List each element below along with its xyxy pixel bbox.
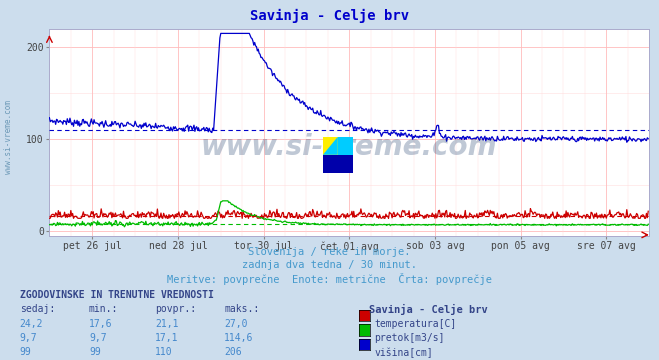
Bar (337, 137, 353, 155)
Text: 21,1: 21,1 (155, 319, 179, 329)
Text: Meritve: povprečne  Enote: metrične  Črta: povprečje: Meritve: povprečne Enote: metrične Črta:… (167, 273, 492, 285)
Text: www.si-vreme.com: www.si-vreme.com (201, 133, 498, 161)
Text: 27,0: 27,0 (224, 319, 248, 329)
Text: min.:: min.: (89, 304, 119, 314)
Text: 114,6: 114,6 (224, 333, 254, 343)
Text: maks.:: maks.: (224, 304, 259, 314)
Text: Savinja - Celje brv: Savinja - Celje brv (369, 304, 488, 315)
Text: 99: 99 (20, 347, 32, 357)
Bar (323, 155, 353, 173)
Text: 17,6: 17,6 (89, 319, 113, 329)
Text: Slovenija / reke in morje.: Slovenija / reke in morje. (248, 247, 411, 257)
Text: 206: 206 (224, 347, 242, 357)
Text: 17,1: 17,1 (155, 333, 179, 343)
Text: 99: 99 (89, 347, 101, 357)
Text: Savinja - Celje brv: Savinja - Celje brv (250, 9, 409, 23)
Text: 9,7: 9,7 (20, 333, 38, 343)
Text: www.si-vreme.com: www.si-vreme.com (4, 100, 13, 174)
Text: 24,2: 24,2 (20, 319, 43, 329)
Text: sedaj:: sedaj: (20, 304, 55, 314)
Text: povpr.:: povpr.: (155, 304, 196, 314)
Text: 110: 110 (155, 347, 173, 357)
Bar (323, 137, 337, 155)
Text: temperatura[C]: temperatura[C] (374, 319, 457, 329)
Text: ZGODOVINSKE IN TRENUTNE VREDNOSTI: ZGODOVINSKE IN TRENUTNE VREDNOSTI (20, 290, 214, 300)
Polygon shape (323, 137, 337, 155)
Text: višina[cm]: višina[cm] (374, 347, 433, 358)
Text: 9,7: 9,7 (89, 333, 107, 343)
Text: pretok[m3/s]: pretok[m3/s] (374, 333, 445, 343)
Text: zadnja dva tedna / 30 minut.: zadnja dva tedna / 30 minut. (242, 260, 417, 270)
